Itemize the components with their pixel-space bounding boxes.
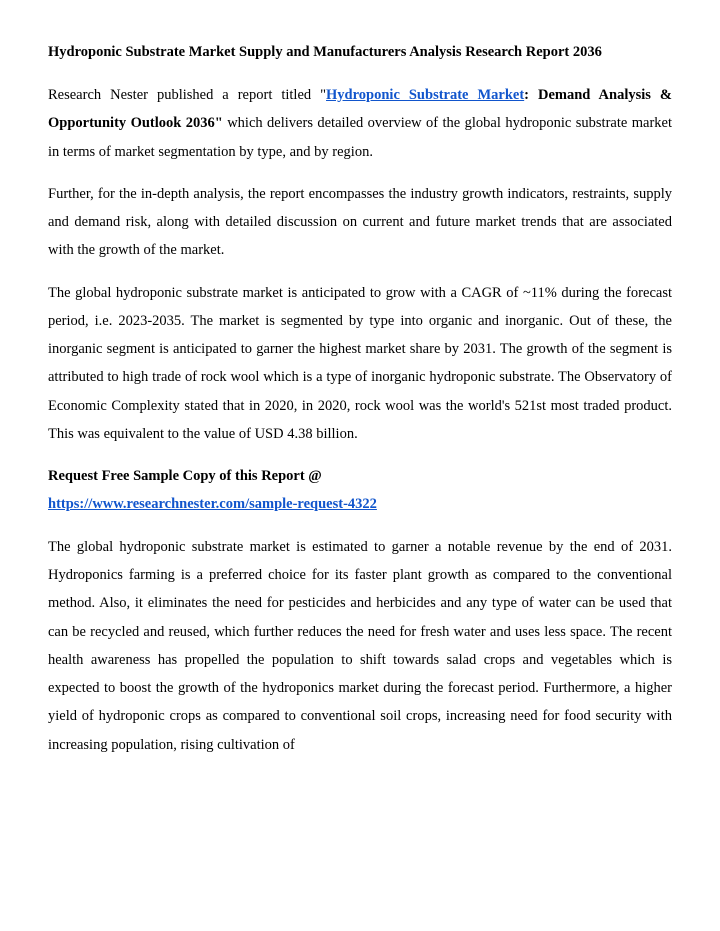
paragraph-analysis: Further, for the in-depth analysis, the … bbox=[48, 180, 672, 265]
sample-heading-text: Request Free Sample Copy of this Report … bbox=[48, 468, 322, 484]
sample-request-heading: Request Free Sample Copy of this Report … bbox=[48, 462, 672, 519]
paragraph-cagr: The global hydroponic substrate market i… bbox=[48, 279, 672, 449]
document-title: Hydroponic Substrate Market Supply and M… bbox=[48, 38, 672, 67]
paragraph-revenue: The global hydroponic substrate market i… bbox=[48, 533, 672, 759]
sample-request-link[interactable]: https://www.researchnester.com/sample-re… bbox=[48, 496, 377, 512]
market-link[interactable]: Hydroponic Substrate Market bbox=[326, 87, 524, 103]
paragraph-intro: Research Nester published a report title… bbox=[48, 81, 672, 166]
intro-lead: Research Nester published a report title… bbox=[48, 87, 326, 103]
